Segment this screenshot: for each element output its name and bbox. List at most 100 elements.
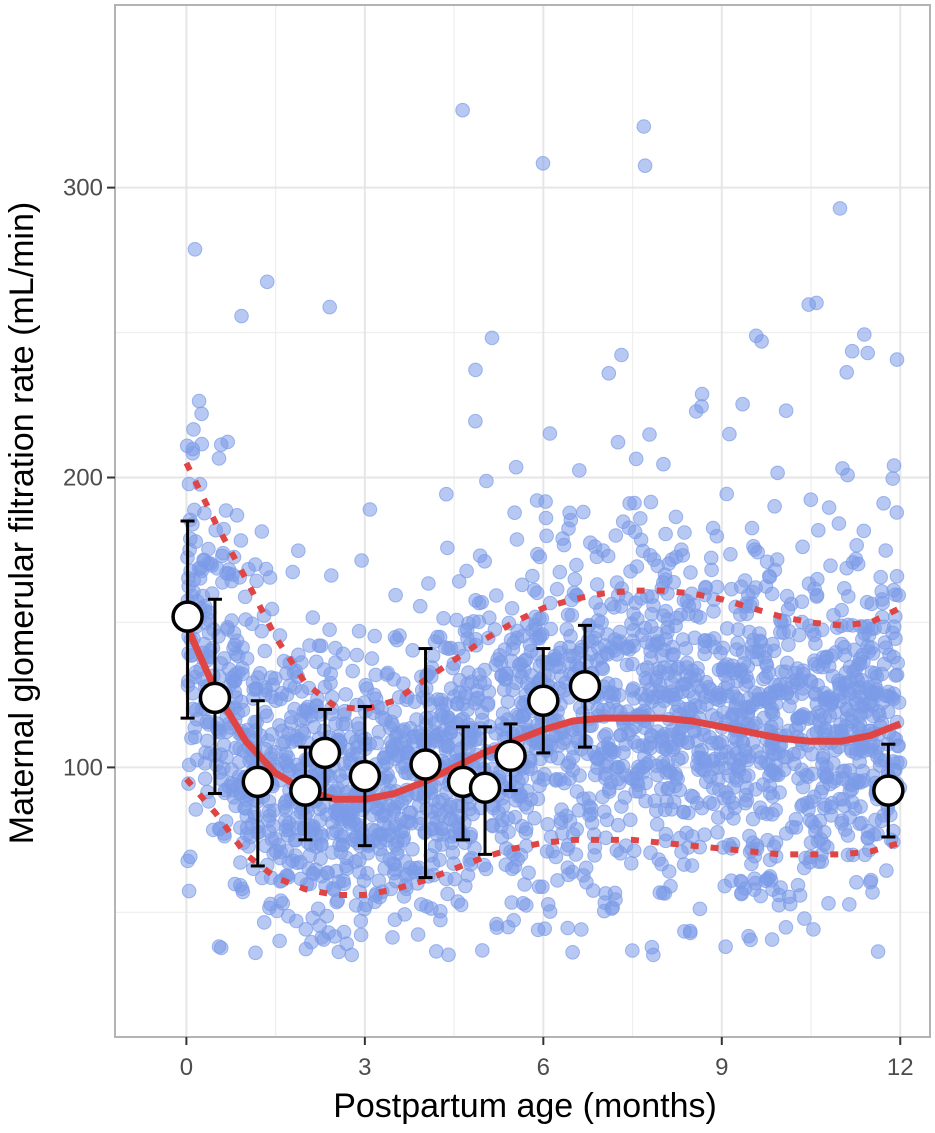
data-point (683, 925, 698, 941)
group-mean-marker (527, 684, 560, 717)
data-point (508, 459, 524, 475)
data-point (808, 686, 824, 701)
data-point (532, 778, 547, 794)
data-point (688, 404, 704, 419)
data-point (539, 528, 554, 544)
data-point (860, 618, 876, 634)
data-point (737, 769, 752, 784)
data-point (710, 825, 725, 840)
data-point (864, 596, 880, 612)
data-point (610, 434, 626, 450)
data-point (265, 818, 281, 834)
data-point (803, 492, 819, 508)
data-point (621, 520, 637, 536)
y-axis: 100 200 300 (63, 175, 115, 781)
data-point (793, 672, 809, 688)
data-point (424, 901, 439, 916)
data-point (748, 782, 763, 797)
x-tick-label: 0 (180, 1054, 193, 1081)
data-point (194, 563, 210, 579)
data-point (439, 486, 454, 502)
data-point (719, 486, 735, 502)
data-point (600, 548, 616, 564)
data-point (679, 660, 694, 675)
data-point (795, 779, 811, 795)
data-point (570, 731, 585, 746)
data-point (589, 577, 605, 592)
data-point (529, 585, 545, 601)
data-point (360, 866, 375, 881)
data-point (659, 765, 674, 780)
group-mean-marker (348, 759, 382, 793)
data-point (191, 393, 207, 409)
data-point (806, 922, 821, 937)
data-point (496, 798, 511, 814)
data-point (723, 547, 738, 562)
data-point (221, 662, 237, 677)
data-point (302, 638, 317, 653)
data-point (389, 817, 404, 832)
data-point (563, 628, 578, 644)
group-mean-marker (872, 774, 905, 807)
data-point (555, 531, 570, 546)
data-point (273, 893, 289, 909)
data-point (644, 606, 660, 622)
data-point (494, 819, 509, 834)
y-tick-label: 200 (63, 465, 103, 492)
data-point (718, 939, 733, 955)
data-point (392, 628, 407, 643)
data-point (519, 800, 535, 815)
data-point (553, 772, 568, 787)
data-point (623, 812, 638, 828)
data-point (889, 505, 905, 520)
data-point (844, 343, 860, 359)
data-point (704, 708, 720, 723)
data-point (179, 438, 195, 454)
data-point (762, 569, 778, 585)
data-point (351, 623, 367, 639)
data-point (600, 685, 615, 701)
data-point (353, 913, 369, 929)
data-point (877, 635, 893, 650)
group-mean-marker (171, 600, 204, 633)
data-point (764, 586, 780, 602)
data-point (441, 641, 456, 657)
data-point (477, 676, 492, 691)
data-point (259, 274, 275, 290)
data-point (535, 879, 550, 895)
data-point (739, 669, 754, 684)
data-point (668, 549, 684, 565)
data-point (388, 587, 403, 603)
data-point (433, 912, 448, 928)
data-point (795, 539, 810, 555)
data-point (540, 897, 556, 912)
data-point (601, 366, 617, 381)
data-point (805, 766, 820, 782)
data-point (257, 643, 273, 659)
data-point (596, 804, 612, 820)
data-point (731, 622, 746, 637)
data-point (181, 883, 197, 899)
data-point (580, 746, 595, 762)
x-tick-label: 12 (887, 1054, 914, 1081)
data-point (763, 873, 779, 888)
data-point (254, 623, 270, 639)
data-point (447, 813, 463, 829)
data-point (234, 308, 249, 324)
data-point (840, 467, 855, 483)
data-point (367, 628, 383, 644)
data-point (833, 717, 848, 732)
data-point (458, 686, 473, 701)
data-point (396, 676, 411, 692)
data-point (233, 855, 248, 870)
data-point (241, 839, 256, 854)
data-point (316, 662, 332, 677)
data-point (697, 827, 712, 843)
data-point (853, 799, 868, 814)
data-point (848, 746, 864, 761)
data-point (744, 856, 759, 872)
data-point (509, 532, 525, 547)
data-point (759, 658, 775, 674)
data-point (597, 895, 613, 910)
data-point (879, 863, 894, 878)
